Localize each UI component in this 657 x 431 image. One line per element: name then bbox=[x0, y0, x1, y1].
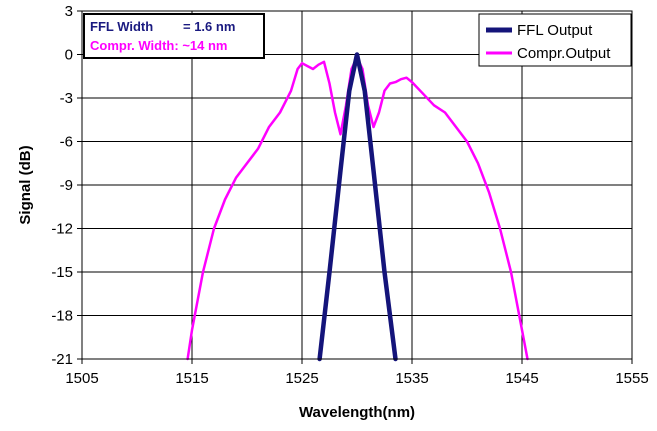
series-line-compr-output bbox=[186, 56, 529, 361]
legend-frame bbox=[478, 13, 632, 67]
annotation-compr-label: Compr. Width: ~14 nm bbox=[90, 38, 227, 53]
legend-label-ffl: FFL Output bbox=[517, 22, 593, 39]
x-tick-label: 1545 bbox=[505, 370, 538, 387]
y-tick-label: -3 bbox=[60, 90, 73, 107]
y-tick-label: 3 bbox=[65, 3, 73, 20]
legend-label-compr: Compr.Output bbox=[517, 45, 611, 62]
plot-series bbox=[186, 52, 529, 362]
y-tick-label: -21 bbox=[51, 351, 73, 368]
y-tick-label: -15 bbox=[51, 264, 73, 281]
annotation-frame bbox=[83, 13, 265, 59]
x-tick-label: 1525 bbox=[285, 370, 318, 387]
y-tick-label: -9 bbox=[60, 177, 73, 194]
x-axis-title: Wavelength(nm) bbox=[299, 404, 415, 421]
annotation-ffl-label: FFL Width bbox=[90, 19, 153, 34]
series-line-ffl-output bbox=[317, 52, 398, 362]
y-tick-label: -12 bbox=[51, 221, 73, 238]
annotation-box: FFL Width = 1.6 nm Compr. Width: ~14 nm bbox=[83, 13, 265, 59]
y-tick-label: -6 bbox=[60, 134, 73, 151]
legend: FFL Output Compr.Output bbox=[478, 13, 632, 67]
annotation-ffl-value: = 1.6 nm bbox=[183, 19, 235, 34]
y-axis-title: Signal (dB) bbox=[17, 145, 34, 224]
y-axis-ticks: 3 0 -3 -6 -9 -12 -15 -18 -21 bbox=[51, 3, 82, 368]
x-tick-label: 1555 bbox=[615, 370, 648, 387]
y-tick-label: -18 bbox=[51, 308, 73, 325]
x-tick-label: 1515 bbox=[175, 370, 208, 387]
x-tick-label: 1505 bbox=[65, 370, 98, 387]
y-tick-label: 0 bbox=[65, 47, 73, 64]
x-axis-ticks: 1505 1515 1525 1535 1545 1555 bbox=[65, 359, 649, 387]
x-tick-label: 1535 bbox=[395, 370, 428, 387]
